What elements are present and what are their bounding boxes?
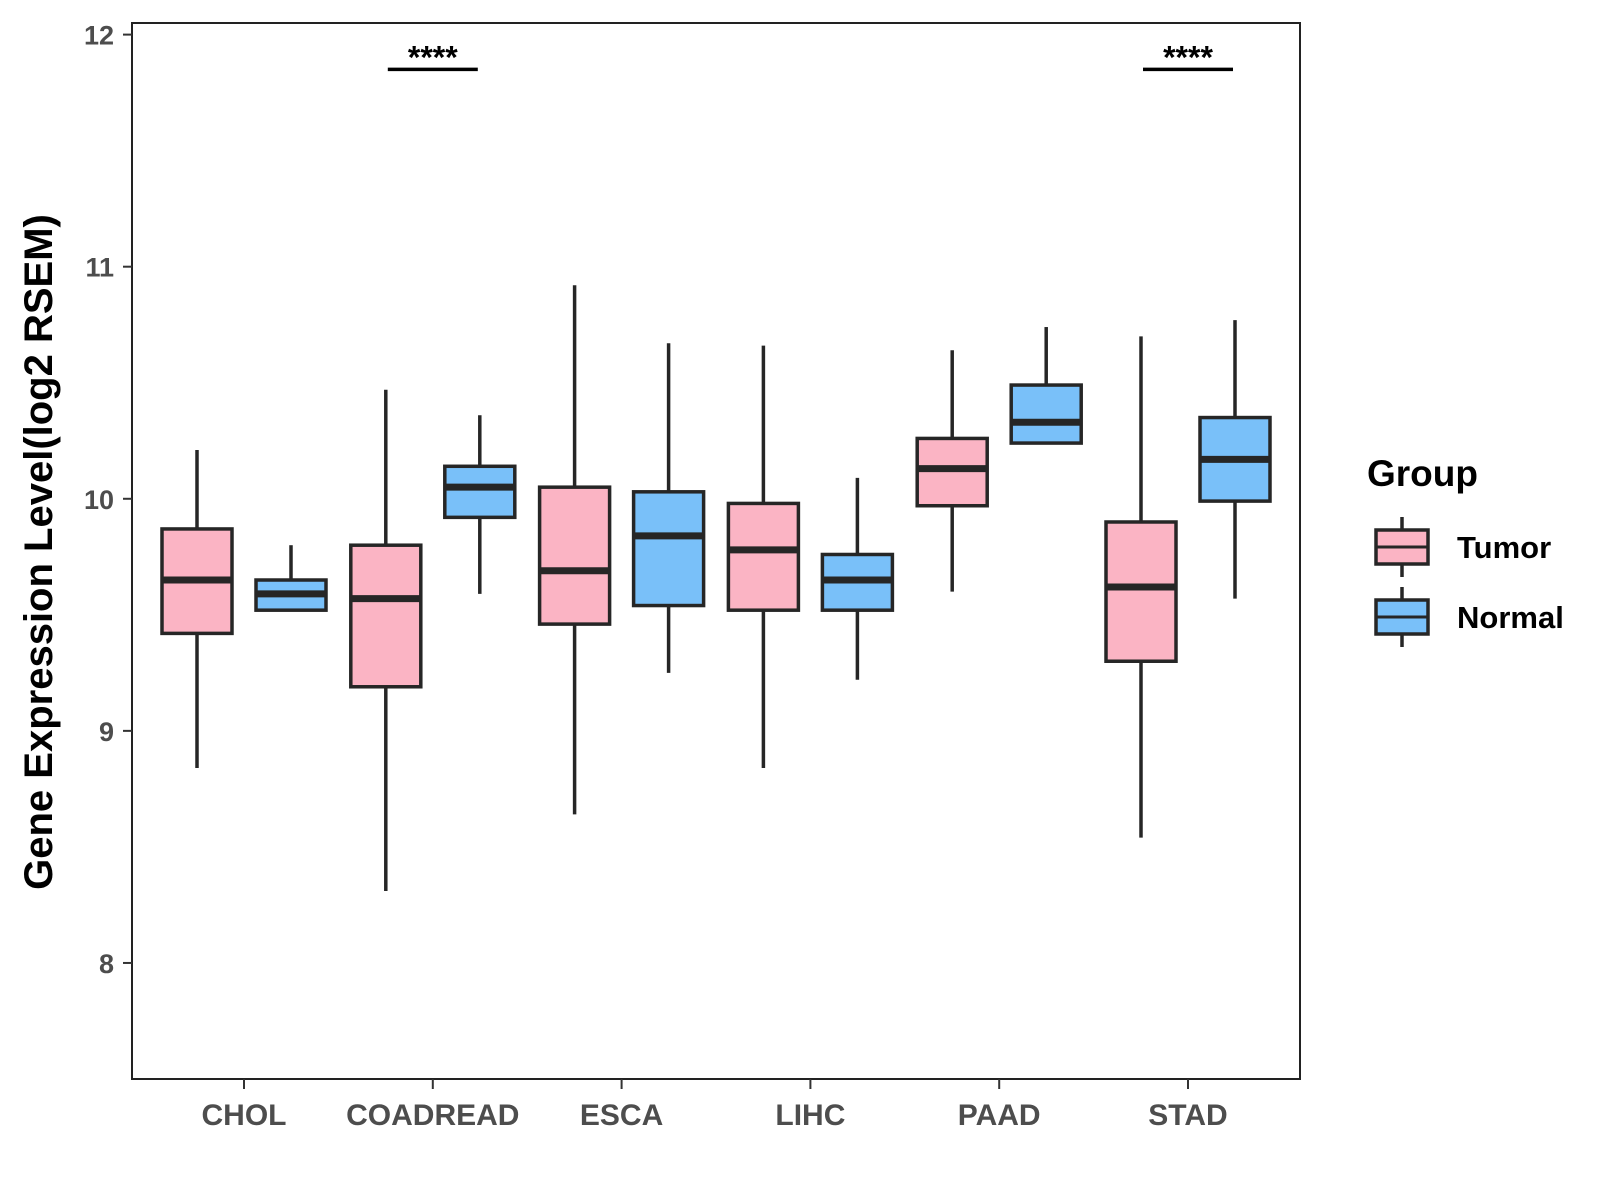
- x-tick-label: PAAD: [958, 1099, 1041, 1132]
- legend: Group Tumor Normal: [1367, 453, 1564, 647]
- box-normal-esca: [631, 343, 706, 673]
- box-iqr: [726, 501, 801, 612]
- box-tumor-esca: [537, 285, 612, 815]
- significance-label: ****: [408, 39, 458, 75]
- box-normal-lihc: [820, 477, 895, 680]
- box-normal-paad: [1009, 327, 1083, 445]
- box-tumor-stad: [1104, 336, 1178, 838]
- box-tumor-chol: [160, 450, 234, 769]
- box-iqr: [349, 543, 423, 689]
- y-tick-label: 9: [99, 717, 114, 747]
- box-layer: [160, 285, 1272, 892]
- box-iqr: [443, 464, 517, 520]
- y-axis-title: Gene Expression Level(log2 RSEM): [17, 214, 61, 890]
- x-tick-label: STAD: [1148, 1099, 1227, 1132]
- y-tick-label: 10: [84, 485, 114, 515]
- box-tumor-lihc: [726, 345, 801, 769]
- x-axis: CHOL COADREAD ESCA LIHC PAAD STAD: [202, 1079, 1228, 1132]
- y-axis: 8 9 10 11 12: [84, 21, 132, 979]
- x-tick-label: COADREAD: [346, 1099, 519, 1132]
- x-tick-label: CHOL: [202, 1099, 287, 1132]
- x-tick-label: LIHC: [775, 1099, 845, 1132]
- significance-label: ****: [1163, 39, 1213, 75]
- box-normal-chol: [254, 545, 328, 612]
- x-tick-label: ESCA: [580, 1099, 663, 1132]
- y-tick-label: 8: [99, 949, 114, 979]
- box-normal-coadread: [443, 415, 517, 594]
- box-iqr: [537, 485, 612, 626]
- box-tumor-paad: [915, 350, 989, 592]
- box-iqr: [1104, 520, 1178, 663]
- legend-label: Normal: [1457, 600, 1564, 635]
- y-tick-label: 11: [85, 253, 114, 283]
- box-iqr: [631, 490, 706, 608]
- legend-title: Group: [1367, 453, 1478, 494]
- legend-label: Tumor: [1457, 530, 1551, 565]
- significance-annotations: **** ****: [387, 39, 1233, 75]
- legend-entry-normal: Normal: [1374, 587, 1564, 647]
- box-tumor-coadread: [349, 389, 423, 892]
- y-tick-label: 12: [84, 21, 114, 51]
- box-normal-stad: [1198, 320, 1272, 599]
- box-iqr: [1009, 383, 1083, 445]
- legend-entry-tumor: Tumor: [1374, 517, 1551, 577]
